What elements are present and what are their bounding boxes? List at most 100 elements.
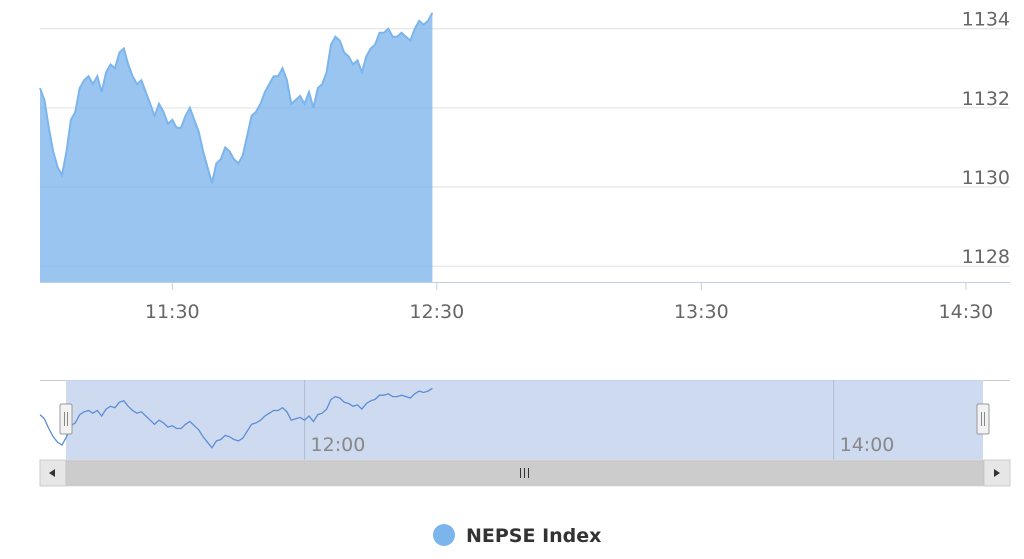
- data-point[interactable]: [365, 55, 367, 57]
- data-point[interactable]: [140, 79, 142, 81]
- legend[interactable]: NEPSE Index: [433, 524, 601, 547]
- data-point[interactable]: [158, 103, 160, 105]
- data-point[interactable]: [343, 51, 345, 53]
- data-point[interactable]: [427, 20, 429, 22]
- data-point[interactable]: [83, 79, 85, 81]
- data-point[interactable]: [206, 166, 208, 168]
- data-point[interactable]: [162, 111, 164, 113]
- data-point[interactable]: [211, 182, 213, 184]
- data-point[interactable]: [167, 123, 169, 125]
- data-point[interactable]: [198, 130, 200, 132]
- scroll-right-button[interactable]: [983, 459, 1011, 487]
- navigator-handle-left[interactable]: [59, 403, 73, 435]
- data-point[interactable]: [52, 150, 54, 152]
- data-point[interactable]: [387, 28, 389, 30]
- data-point[interactable]: [290, 103, 292, 105]
- data-point[interactable]: [153, 115, 155, 117]
- data-point[interactable]: [180, 126, 182, 128]
- data-point[interactable]: [39, 87, 41, 89]
- data-point[interactable]: [237, 162, 239, 164]
- data-point[interactable]: [220, 158, 222, 160]
- data-point[interactable]: [347, 55, 349, 57]
- data-point[interactable]: [101, 91, 103, 93]
- data-point[interactable]: [295, 99, 297, 101]
- x-axis: 11:30 12:30 13:30 14:30: [40, 282, 1010, 323]
- data-point[interactable]: [317, 87, 319, 89]
- data-point[interactable]: [228, 150, 230, 152]
- data-point[interactable]: [184, 115, 186, 117]
- data-point[interactable]: [105, 71, 107, 73]
- data-point[interactable]: [246, 134, 248, 136]
- data-point[interactable]: [308, 91, 310, 93]
- data-point[interactable]: [202, 150, 204, 152]
- data-point[interactable]: [303, 103, 305, 105]
- data-point[interactable]: [242, 154, 244, 156]
- data-point[interactable]: [281, 67, 283, 69]
- data-point[interactable]: [414, 28, 416, 30]
- data-point[interactable]: [175, 126, 177, 128]
- data-point[interactable]: [352, 63, 354, 65]
- data-point[interactable]: [189, 107, 191, 109]
- data-point[interactable]: [396, 35, 398, 37]
- data-point[interactable]: [312, 107, 314, 109]
- data-point[interactable]: [250, 115, 252, 117]
- data-point[interactable]: [131, 75, 133, 77]
- data-point[interactable]: [374, 43, 376, 45]
- data-point[interactable]: [361, 71, 363, 73]
- navigator-handle-right[interactable]: [976, 403, 990, 435]
- data-point[interactable]: [87, 75, 89, 77]
- data-point[interactable]: [259, 103, 261, 105]
- data-point[interactable]: [43, 99, 45, 101]
- data-point[interactable]: [109, 63, 111, 65]
- data-point[interactable]: [78, 87, 80, 89]
- data-point[interactable]: [392, 35, 394, 37]
- data-point[interactable]: [74, 111, 76, 113]
- data-point[interactable]: [65, 150, 67, 152]
- data-point[interactable]: [264, 91, 266, 93]
- data-point[interactable]: [321, 83, 323, 85]
- data-point[interactable]: [268, 83, 270, 85]
- data-point[interactable]: [286, 79, 288, 81]
- data-point[interactable]: [277, 75, 279, 77]
- data-point[interactable]: [224, 146, 226, 148]
- data-point[interactable]: [215, 162, 217, 164]
- plot-area[interactable]: [39, 12, 434, 283]
- data-point[interactable]: [383, 32, 385, 34]
- data-point[interactable]: [299, 95, 301, 97]
- legend-item[interactable]: NEPSE Index: [433, 524, 601, 547]
- data-point[interactable]: [48, 126, 50, 128]
- data-point[interactable]: [330, 43, 332, 45]
- data-point[interactable]: [334, 35, 336, 37]
- navigator[interactable]: 12:00 14:00: [39, 380, 1011, 487]
- data-point[interactable]: [123, 47, 125, 49]
- data-point[interactable]: [400, 32, 402, 34]
- data-point[interactable]: [405, 35, 407, 37]
- data-point[interactable]: [378, 32, 380, 34]
- scroll-left-button[interactable]: [39, 459, 67, 487]
- data-point[interactable]: [61, 174, 63, 176]
- data-point[interactable]: [114, 67, 116, 69]
- data-point[interactable]: [145, 91, 147, 93]
- data-point[interactable]: [118, 51, 120, 53]
- data-point[interactable]: [171, 119, 173, 121]
- data-point[interactable]: [431, 12, 433, 14]
- data-point[interactable]: [325, 71, 327, 73]
- data-point[interactable]: [356, 59, 358, 61]
- data-point[interactable]: [70, 119, 72, 121]
- data-point[interactable]: [96, 75, 98, 77]
- data-point[interactable]: [136, 83, 138, 85]
- data-point[interactable]: [127, 63, 129, 65]
- data-point[interactable]: [418, 20, 420, 22]
- data-point[interactable]: [409, 39, 411, 41]
- data-point[interactable]: [233, 158, 235, 160]
- data-point[interactable]: [255, 111, 257, 113]
- data-point[interactable]: [149, 103, 151, 105]
- data-point[interactable]: [339, 39, 341, 41]
- data-point[interactable]: [193, 119, 195, 121]
- data-point[interactable]: [92, 83, 94, 85]
- data-point[interactable]: [56, 166, 58, 168]
- data-point[interactable]: [422, 24, 424, 26]
- data-point[interactable]: [272, 75, 274, 77]
- data-point[interactable]: [369, 47, 371, 49]
